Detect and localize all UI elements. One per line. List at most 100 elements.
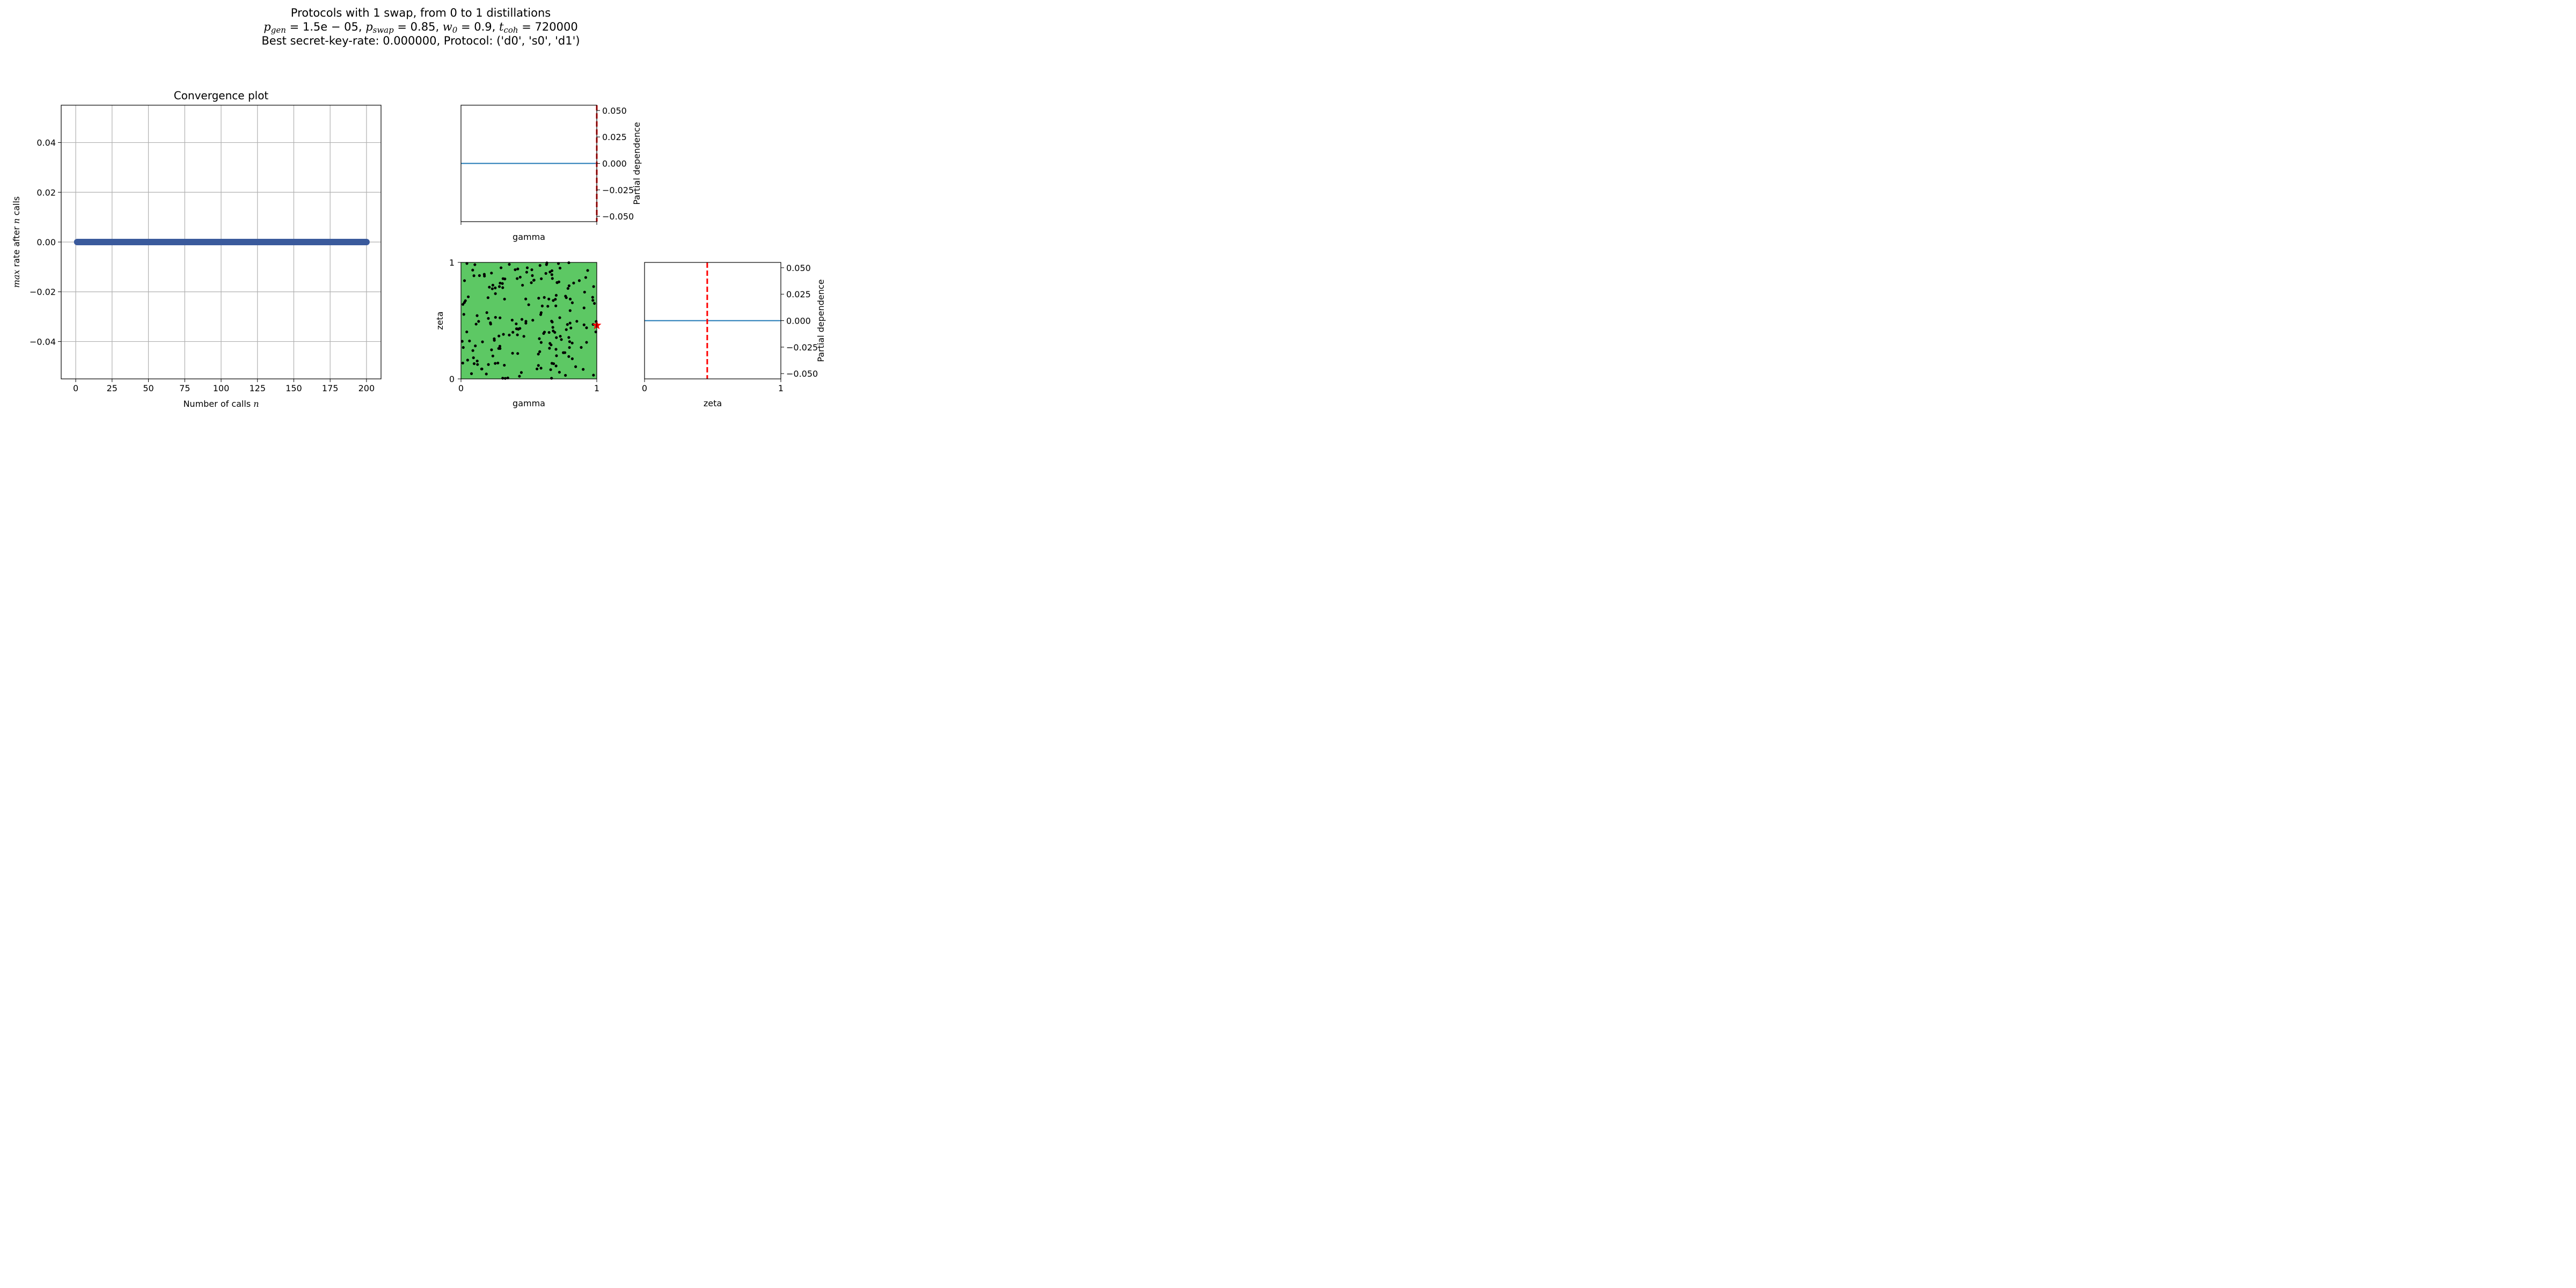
sample-point: [548, 347, 551, 350]
sample-point: [466, 358, 469, 362]
x-tick-label: 0: [73, 383, 78, 393]
sample-point: [555, 354, 558, 357]
sample-point: [502, 333, 505, 336]
y-axis-label: Partial dependence: [816, 279, 826, 362]
sample-point: [462, 346, 465, 349]
sample-point: [486, 296, 489, 299]
sample-point: [550, 319, 553, 323]
sample-point: [478, 274, 481, 277]
suptitle-line-1: Protocols with 1 swap, from 0 to 1 disti…: [290, 6, 551, 19]
sample-point: [574, 365, 577, 368]
sample-point: [555, 336, 558, 339]
x-tick-label: 125: [249, 383, 266, 393]
sample-point: [549, 368, 552, 371]
sample-point: [585, 326, 588, 330]
sample-point: [499, 316, 502, 319]
suptitle-line-3: Best secret-key-rate: 0.000000, Protocol…: [261, 34, 580, 47]
sample-point: [552, 330, 555, 333]
sample-point: [490, 348, 493, 352]
sample-point: [518, 275, 522, 279]
sample-point: [568, 340, 572, 343]
sample-point: [565, 328, 568, 331]
sample-point: [511, 331, 515, 334]
sample-point: [525, 266, 529, 269]
sample-point: [580, 346, 583, 349]
y-tick-label: 1: [449, 258, 455, 268]
sample-point: [538, 350, 541, 353]
sample-point: [552, 299, 555, 302]
sample-point: [565, 296, 568, 299]
sample-point: [465, 330, 469, 334]
y-tick-label: −0.050: [602, 211, 634, 222]
sample-point: [463, 279, 466, 282]
y-tick-label: 0.050: [602, 106, 627, 116]
figure-canvas: 0 25 50 75 100 125 150 175 200−0.04−0.020.000.02…: [11, 89, 826, 409]
sample-point: [472, 274, 475, 277]
sample-point: [575, 320, 579, 323]
x-tick-label: 25: [107, 383, 118, 393]
sample-point: [515, 322, 518, 326]
sample-point: [551, 277, 554, 280]
suptitle-line-2: pgen = 1.5e − 05, pswap = 0.85, w0 = 0.9…: [0, 20, 841, 34]
sample-point: [477, 320, 480, 323]
sample-point: [564, 374, 567, 377]
sample-point: [508, 333, 511, 336]
sample-point: [498, 345, 502, 348]
sample-point: [499, 266, 503, 269]
sample-point: [536, 367, 539, 371]
sample-point: [570, 301, 574, 304]
sample-point: [514, 268, 517, 272]
x-tick-label: 50: [143, 383, 153, 393]
y-tick-label: 0.02: [36, 187, 56, 197]
sample-point: [591, 296, 594, 299]
y-tick-label: −0.050: [786, 369, 818, 379]
x-tick-label: 0: [458, 383, 464, 393]
sample-point: [545, 263, 548, 266]
sample-point: [516, 333, 519, 336]
chart-title: Convergence plot: [174, 89, 269, 102]
param-coh: tcoh = 720000: [499, 20, 578, 35]
sample-point: [537, 364, 540, 367]
sample-point: [501, 286, 504, 289]
sample-point: [554, 304, 558, 308]
sample-point: [554, 348, 558, 351]
sample-point: [566, 323, 569, 326]
sample-point: [531, 274, 534, 277]
sample-point: [551, 326, 554, 329]
sample-point: [473, 263, 477, 266]
sample-point: [560, 338, 563, 341]
sample-point: [503, 363, 506, 367]
sample-point: [547, 331, 551, 334]
x-axis-label: Number of calls n: [183, 399, 259, 409]
sample-point: [537, 297, 540, 300]
plot-frame: [460, 262, 597, 379]
sample-point: [494, 316, 497, 319]
sample-point: [539, 367, 543, 370]
sample-point: [487, 363, 490, 366]
sample-point: [538, 264, 541, 267]
partial-dependence-zeta: −0.050 −0.025 0.000 0.025 0.050 0 1 zeta Partial…: [642, 262, 826, 408]
sample-point: [531, 319, 535, 322]
sample-point: [496, 361, 500, 365]
sample-point: [530, 281, 533, 284]
sample-point: [462, 313, 465, 316]
x-tick-label: 0: [642, 383, 647, 393]
partial-dependence-gamma: −0.050 −0.025 0.000 0.025 0.050 gamma Partial …: [460, 105, 642, 242]
sample-point: [516, 267, 519, 270]
figure-title: Protocols with 1 swap, from 0 to 1 disti…: [0, 6, 841, 48]
sample-point: [558, 370, 561, 374]
sample-point: [497, 334, 501, 338]
sample-point: [487, 317, 490, 320]
y-tick-label: 0.025: [602, 132, 627, 142]
sample-point: [550, 269, 554, 273]
y-tick-label: 0.050: [786, 263, 811, 273]
sample-point: [540, 277, 543, 281]
sample-point: [516, 277, 519, 280]
sample-point: [567, 355, 570, 358]
sample-point: [471, 268, 474, 272]
y-tick-label: 0: [449, 374, 455, 384]
sample-point: [554, 364, 558, 368]
sample-point: [543, 331, 546, 334]
sample-point: [475, 314, 479, 317]
sample-point: [582, 368, 585, 371]
